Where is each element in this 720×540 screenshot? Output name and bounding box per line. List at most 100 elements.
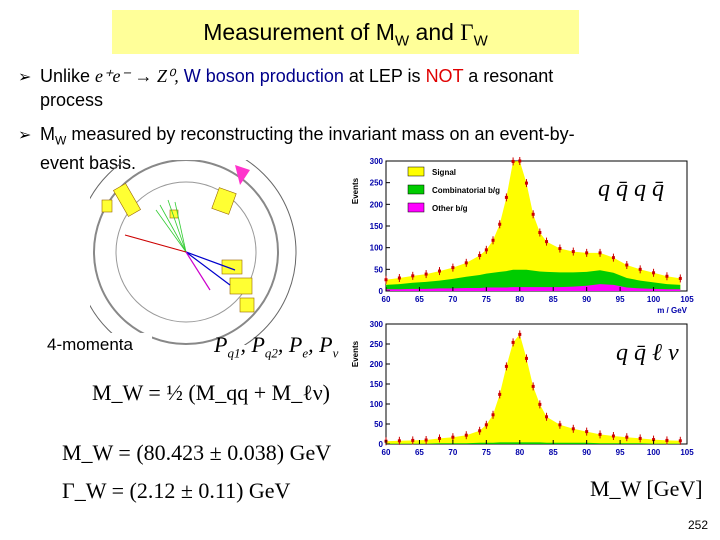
data-point (484, 248, 488, 252)
data-point (464, 433, 468, 437)
title-gamma: Γ (460, 20, 474, 45)
data-point (625, 263, 629, 267)
data-point (411, 438, 415, 442)
data-point (558, 247, 562, 251)
bullet-2-text: measured by reconstructing the invariant… (66, 124, 575, 144)
data-point (484, 423, 488, 427)
x-tick-label: 105 (680, 448, 694, 457)
x-tick-label: 80 (515, 448, 524, 457)
data-point (625, 435, 629, 439)
data-point (424, 438, 428, 442)
data-point (511, 340, 515, 344)
data-point (511, 159, 515, 163)
y-tick-label: 100 (370, 244, 384, 253)
x-tick-label: 75 (482, 448, 491, 457)
x-axis-label: m / GeV (657, 306, 687, 315)
data-point (491, 238, 495, 242)
x-tick-label: 80 (515, 295, 524, 304)
x-tick-label: 100 (647, 295, 661, 304)
x-tick-label: 100 (647, 448, 661, 457)
data-point (498, 392, 502, 396)
y-tick-label: 300 (370, 320, 384, 329)
y-tick-label: 150 (370, 380, 384, 389)
bullet-1-red: NOT (425, 66, 464, 86)
x-tick-label: 105 (680, 295, 694, 304)
data-point (524, 356, 528, 360)
data-point (652, 438, 656, 442)
data-point (652, 271, 656, 275)
x-tick-label: 70 (448, 295, 457, 304)
legend-label: Other b/g (432, 204, 468, 213)
bullet-1: ➢ Unlike e⁺e⁻ → Z⁰, W boson production at… (18, 65, 553, 111)
y-tick-label: 50 (374, 420, 383, 429)
series-area-1 (386, 442, 681, 444)
data-point (518, 159, 522, 163)
data-point (558, 423, 562, 427)
event-display (90, 160, 297, 345)
data-point (611, 434, 615, 438)
x-tick-label: 65 (415, 448, 424, 457)
data-point (504, 195, 508, 199)
chart-qqlv: 60 65 70 75 80 85 90 95 100 105 0 50 100 150 200 250 300… (351, 320, 694, 457)
data-point (678, 439, 682, 443)
data-point (585, 430, 589, 434)
data-point (611, 256, 615, 260)
data-point (411, 274, 415, 278)
y-tick-label: 0 (379, 440, 384, 449)
page-number: 252 (687, 518, 708, 532)
data-point (538, 231, 542, 234)
data-point (531, 212, 535, 216)
data-point (524, 181, 528, 185)
bullet-arrow-icon: ➢ (18, 69, 32, 86)
y-tick-label: 200 (370, 200, 384, 209)
data-point (518, 332, 522, 336)
bullet-1-pre: Unlike (40, 66, 96, 86)
data-point (491, 413, 495, 417)
y-tick-label: 250 (370, 340, 384, 349)
x-tick-label: 90 (582, 295, 591, 304)
x-tick-label: 85 (549, 448, 558, 457)
x-tick-label: 95 (616, 448, 625, 457)
data-point (531, 384, 535, 388)
data-point (585, 251, 589, 255)
data-point (538, 402, 542, 406)
bullet-1-formula: e⁺e⁻ → Z⁰, (95, 66, 179, 86)
data-point (545, 240, 549, 244)
data-point (678, 276, 682, 280)
data-point (397, 276, 401, 280)
x-tick-label: 95 (616, 295, 625, 304)
bullet-2-pre: M (40, 124, 55, 144)
bullet-1-blue: W boson production (178, 66, 344, 86)
data-point (598, 432, 602, 436)
momenta-list: Pq1, Pq2, Pe, Pν (214, 332, 339, 361)
x-tick-label: 65 (415, 295, 424, 304)
data-point (665, 438, 669, 442)
data-point (665, 274, 669, 278)
series-area-2 (386, 284, 681, 291)
x-tick-label: 70 (448, 448, 457, 457)
title-sub-w: W (394, 32, 410, 50)
data-point (438, 269, 442, 273)
data-point (498, 222, 502, 226)
data-point (384, 278, 388, 282)
y-tick-label: 250 (370, 179, 384, 188)
legend-swatch (407, 202, 425, 213)
title-sub-w-2: W (473, 32, 488, 50)
data-point (598, 251, 602, 255)
legend-swatch (407, 166, 425, 177)
data-point (638, 436, 642, 440)
legend-label: Combinatorial b/g (432, 186, 500, 195)
bullet-2: ➢ MW measured by reconstructing the invar… (18, 123, 575, 174)
equation-mw-value: M_W = (80.423 ± 0.038) GeV (62, 440, 332, 465)
y-tick-label: 0 (379, 287, 384, 296)
channel-label-qqlv: q q̄ ℓ ν (616, 340, 679, 366)
four-momenta-label: 4-momenta (45, 333, 152, 357)
channel-label-qqqq: q q̄ q q̄ (598, 176, 664, 202)
x-tick-label: 90 (582, 448, 591, 457)
data-point (424, 272, 428, 276)
data-point (571, 250, 575, 254)
bullet-2-line2: event basis. (40, 152, 137, 173)
data-point (504, 364, 508, 368)
legend-swatch (407, 184, 425, 195)
data-point (478, 253, 482, 257)
